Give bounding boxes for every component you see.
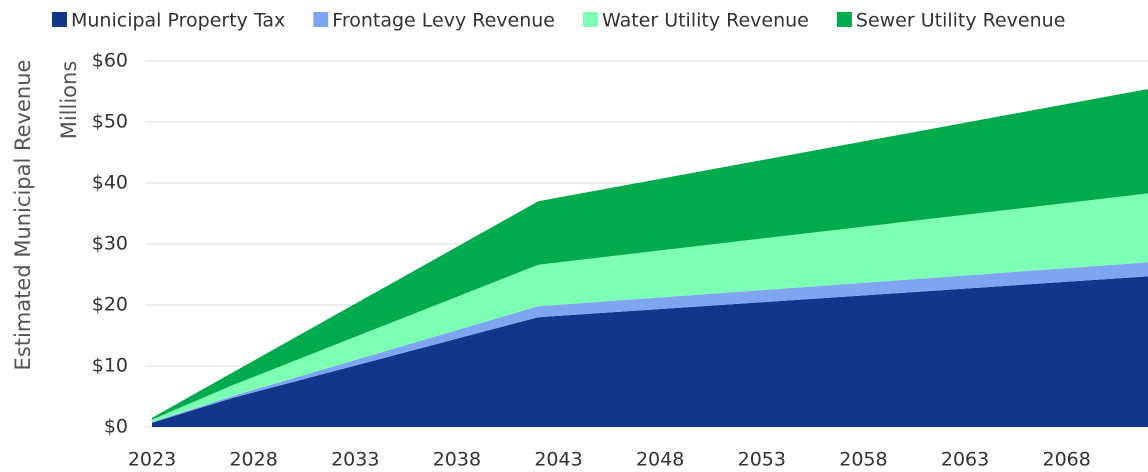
- y-tick-label: $10: [92, 355, 128, 377]
- x-tick-label: 2023: [128, 449, 176, 471]
- x-tick-label: 2053: [738, 449, 786, 471]
- y-tick-label: $30: [92, 233, 128, 255]
- legend-swatch: [836, 12, 852, 27]
- y-tick-label: $0: [104, 416, 128, 438]
- x-tick-label: 2043: [534, 449, 582, 471]
- legend-swatch: [52, 12, 67, 27]
- y-tick-label: $20: [92, 294, 128, 316]
- x-tick-label: 2028: [229, 449, 277, 471]
- area: [152, 89, 1148, 420]
- y-unit-label: Millions: [57, 61, 81, 140]
- x-tick-label: 2063: [941, 449, 989, 471]
- legend-swatch: [313, 12, 329, 27]
- x-tick-label: 2048: [636, 449, 684, 471]
- y-tick-label: $40: [92, 172, 128, 194]
- x-tick-label: 2038: [433, 449, 481, 471]
- legend-label: Frontage Levy Revenue: [332, 10, 555, 32]
- y-axis-label: Estimated Municipal Revenue: [11, 60, 35, 371]
- legend-label: Municipal Property Tax: [71, 10, 285, 32]
- area: [152, 276, 1148, 427]
- legend-swatch: [583, 12, 598, 27]
- x-tick-label: 2058: [839, 449, 887, 471]
- legend-label: Sewer Utility Revenue: [856, 10, 1066, 32]
- y-tick-label: $60: [92, 50, 128, 72]
- x-tick-label: 2033: [331, 449, 379, 471]
- area: [152, 193, 1148, 423]
- x-tick-label: 2068: [1043, 449, 1091, 471]
- y-tick-label: $50: [92, 111, 128, 133]
- legend-label: Water Utility Revenue: [602, 10, 809, 32]
- area: [152, 262, 1148, 423]
